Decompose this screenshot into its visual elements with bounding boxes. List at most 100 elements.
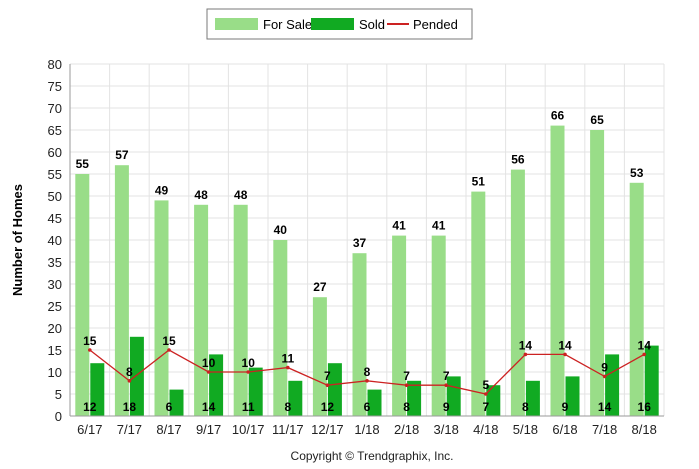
data-label-sold: 12: [83, 400, 97, 414]
x-tick-label: 7/17: [117, 422, 142, 437]
data-label-for-sale: 37: [353, 236, 367, 250]
bar-sold: [525, 380, 540, 416]
data-label-for-sale: 57: [115, 148, 129, 162]
x-tick-label: 9/17: [196, 422, 221, 437]
data-label-sold: 18: [123, 400, 137, 414]
data-label-for-sale: 48: [194, 188, 208, 202]
bar-sold: [169, 389, 184, 416]
legend-swatch-for-sale: [215, 18, 258, 30]
y-tick-label: 5: [55, 387, 62, 402]
data-label-for-sale: 55: [76, 157, 90, 171]
x-tick-label: 12/17: [311, 422, 344, 437]
legend-label-pended: Pended: [413, 17, 458, 32]
bar-sold: [288, 380, 303, 416]
data-label-pended: 14: [519, 338, 533, 352]
bar-for-sale: [510, 169, 525, 416]
data-label-pended: 7: [403, 369, 410, 383]
data-label-pended: 10: [202, 356, 216, 370]
x-tick-label: 8/18: [632, 422, 657, 437]
data-label-sold: 6: [166, 400, 173, 414]
data-label-pended: 7: [443, 369, 450, 383]
bar-sold: [644, 345, 659, 416]
pended-point: [325, 383, 330, 388]
pended-point: [484, 392, 488, 396]
data-label-sold: 8: [284, 400, 291, 414]
data-label-for-sale: 48: [234, 188, 248, 202]
data-label-sold: 16: [638, 400, 652, 414]
data-label-pended: 15: [83, 334, 97, 348]
bar-for-sale: [273, 240, 288, 416]
pended-point: [642, 352, 646, 357]
y-tick-label: 65: [48, 123, 62, 138]
y-tick-label: 50: [48, 189, 62, 204]
bar-sold: [90, 363, 105, 416]
pended-point: [444, 383, 449, 388]
data-label-sold: 6: [364, 400, 371, 414]
bar-sold: [248, 367, 263, 416]
data-label-sold: 8: [522, 400, 529, 414]
x-tick-label: 2/18: [394, 422, 419, 437]
pended-point: [127, 379, 132, 383]
y-tick-label: 40: [48, 233, 62, 248]
data-label-sold: 14: [598, 400, 612, 414]
pended-point: [602, 374, 607, 379]
x-tick-label: 11/17: [272, 422, 304, 437]
bar-sold: [367, 389, 382, 416]
data-label-for-sale: 40: [274, 223, 288, 237]
data-label-sold: 8: [403, 400, 410, 414]
data-label-pended: 5: [482, 378, 489, 392]
data-labels: 5512155718849615481410481110408112712737…: [76, 109, 652, 414]
y-tick-label: 80: [48, 57, 62, 72]
data-label-sold: 12: [321, 400, 335, 414]
legend-label-for-sale: For Sale: [263, 17, 312, 32]
y-tick-label: 70: [48, 101, 62, 116]
bar-for-sale: [233, 204, 248, 416]
y-tick-label: 0: [55, 409, 62, 424]
x-tick-label: 10/17: [232, 422, 265, 437]
data-label-sold: 7: [482, 400, 489, 414]
y-tick-label: 75: [48, 79, 62, 94]
data-label-for-sale: 65: [590, 113, 604, 127]
y-tick-label: 45: [48, 211, 62, 226]
bar-for-sale: [194, 204, 209, 416]
data-label-pended: 14: [558, 338, 572, 352]
x-tick-label: 5/18: [513, 422, 538, 437]
bar-for-sale: [352, 253, 367, 416]
data-label-sold: 9: [562, 400, 569, 414]
x-tick-label: 6/17: [77, 422, 102, 437]
bar-for-sale: [629, 182, 644, 416]
y-tick-label: 15: [48, 343, 62, 358]
pended-line: [88, 348, 646, 396]
bar-sold: [565, 376, 580, 416]
data-label-sold: 11: [242, 400, 255, 414]
bar-for-sale: [471, 191, 486, 416]
y-tick-label: 60: [48, 145, 62, 160]
legend-label-sold: Sold: [359, 17, 385, 32]
pended-point: [404, 383, 409, 388]
data-label-pended: 11: [281, 352, 294, 366]
pended-point: [206, 370, 211, 374]
data-label-for-sale: 53: [630, 166, 644, 180]
legend-swatch-sold: [311, 18, 354, 30]
y-tick-label: 20: [48, 321, 62, 336]
pended-point: [523, 352, 528, 357]
pended-point: [88, 348, 92, 352]
data-label-sold: 9: [443, 400, 450, 414]
data-label-sold: 14: [202, 400, 216, 414]
data-label-pended: 10: [242, 356, 256, 370]
bar-for-sale: [392, 235, 407, 416]
bar-for-sale: [431, 235, 446, 416]
bar-sold: [327, 363, 342, 416]
data-label-pended: 8: [364, 365, 371, 379]
data-label-pended: 14: [638, 338, 652, 352]
pended-point: [563, 352, 567, 357]
data-label-pended: 9: [601, 360, 608, 374]
pended-point: [286, 365, 290, 370]
y-tick-label: 55: [48, 167, 62, 182]
data-label-pended: 8: [126, 365, 133, 379]
data-label-for-sale: 56: [511, 153, 525, 167]
data-label-for-sale: 66: [551, 109, 565, 123]
x-tick-label: 4/18: [473, 422, 498, 437]
